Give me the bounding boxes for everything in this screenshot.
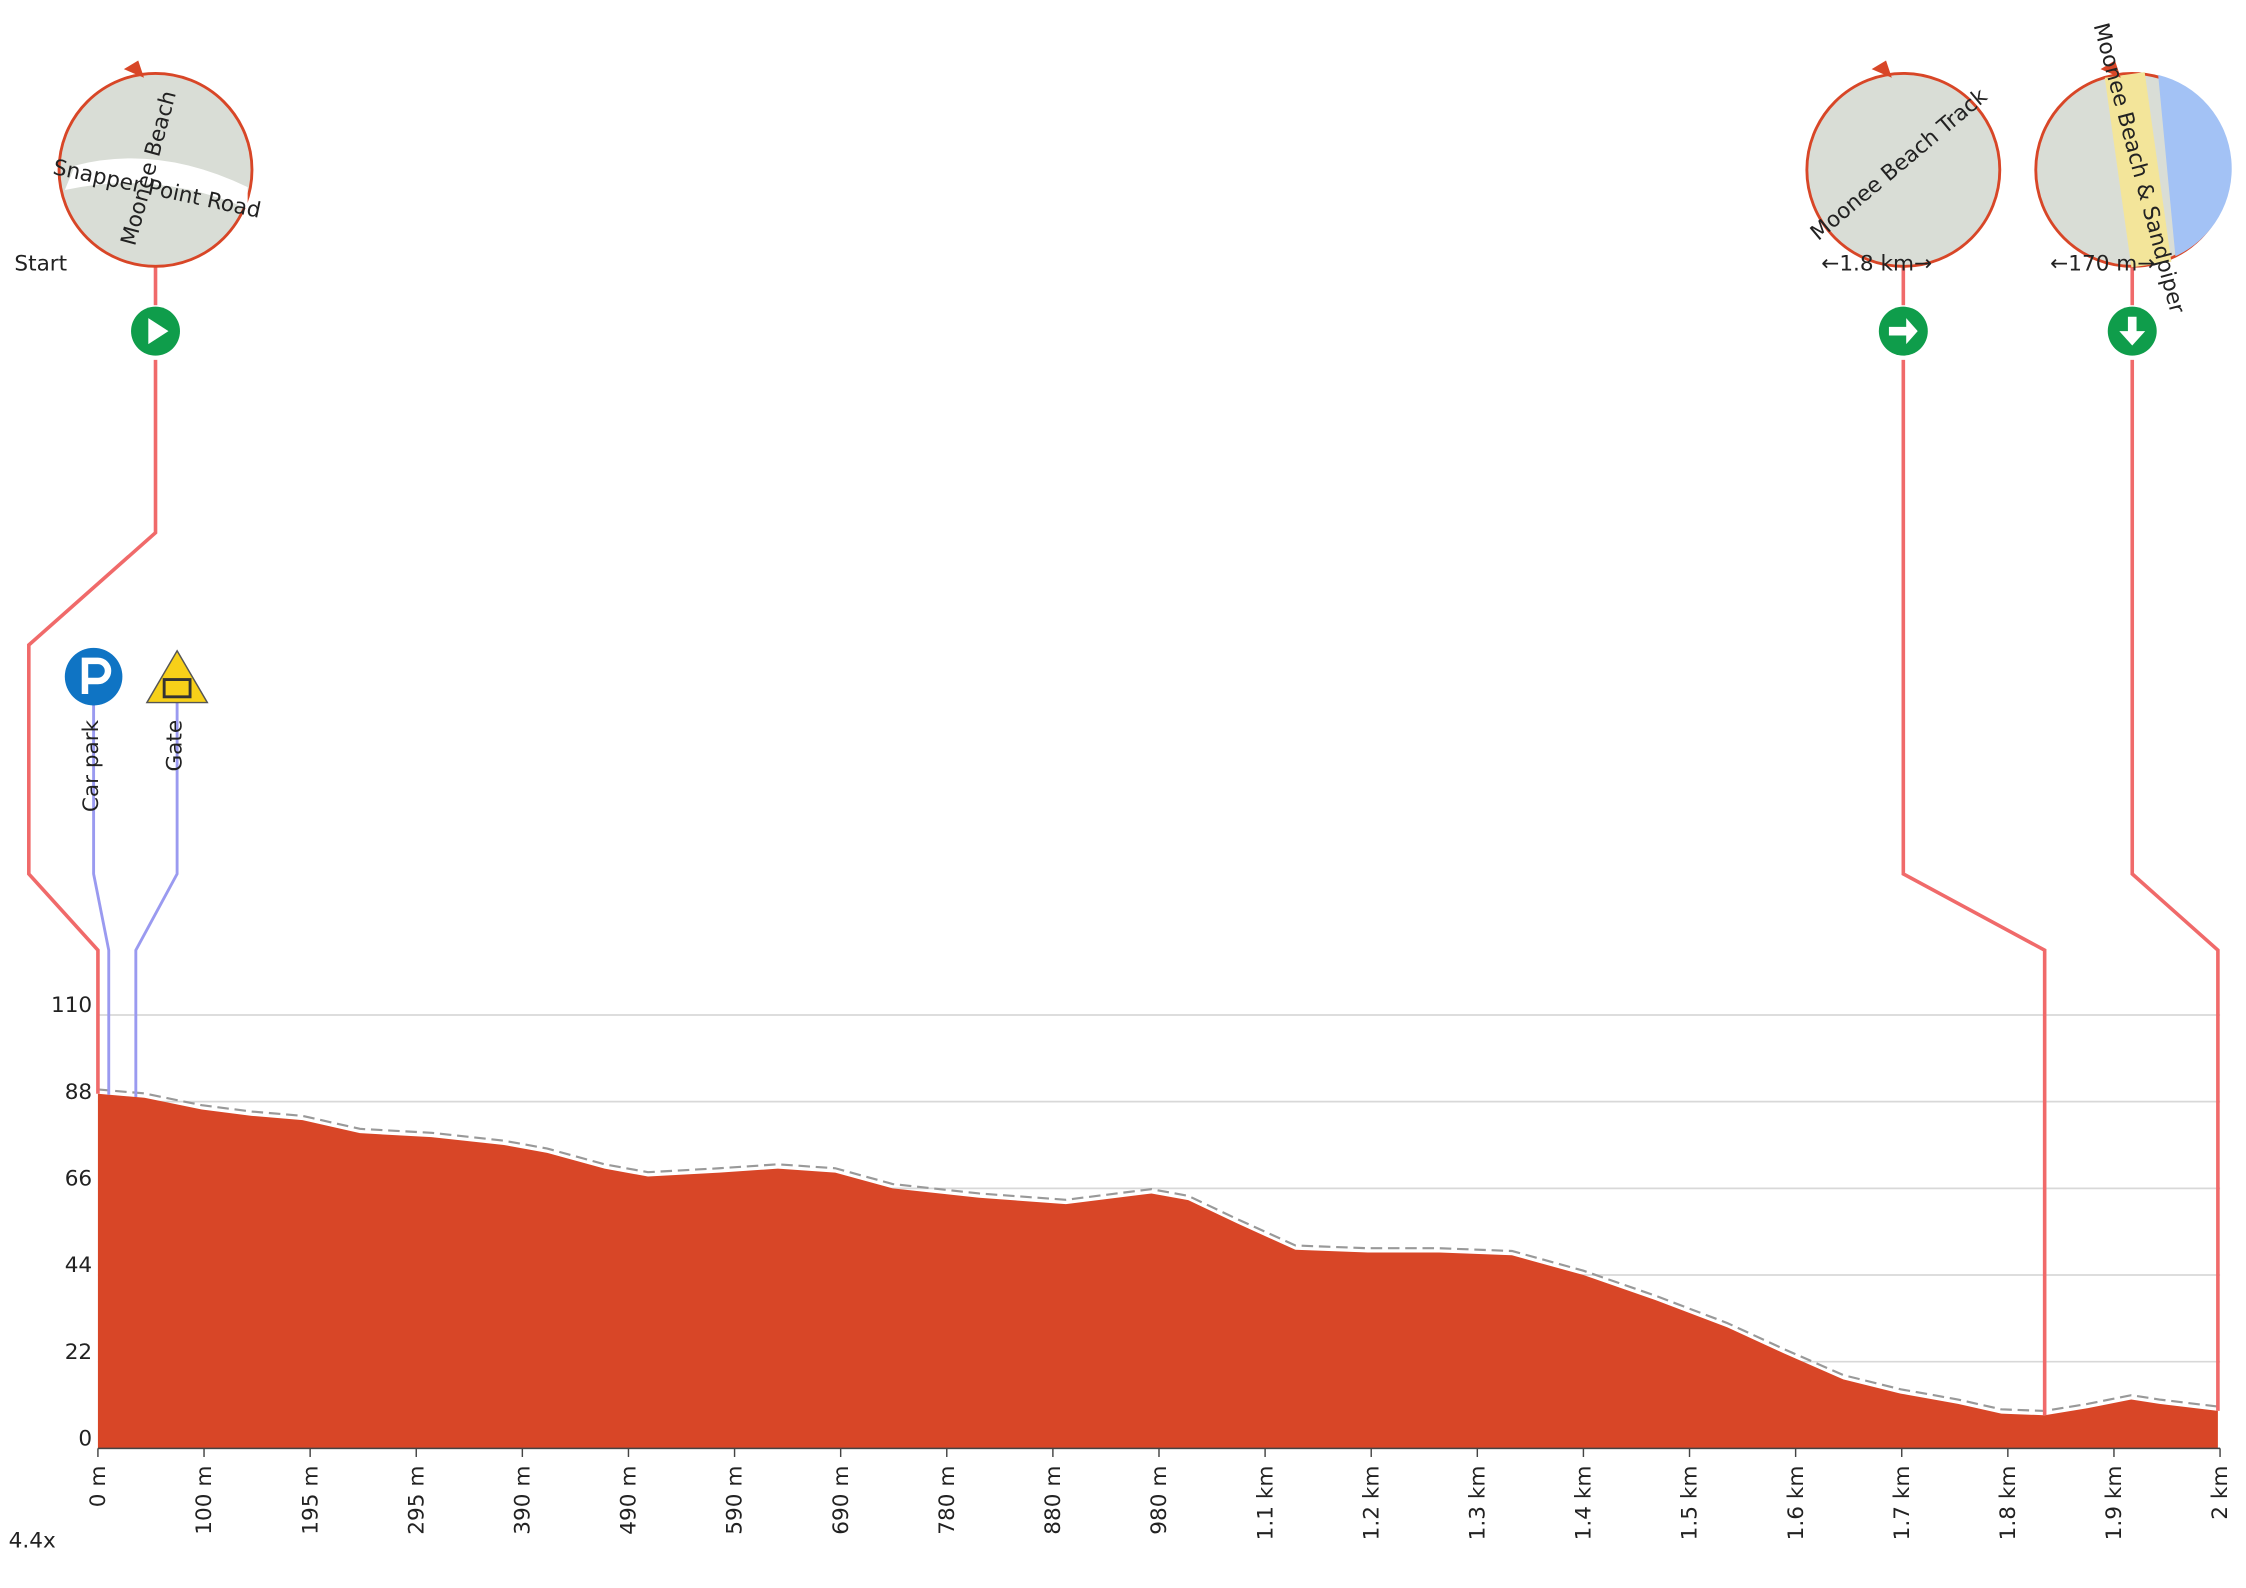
map-road (64, 158, 248, 209)
x-tick-label: 1.8 km (1996, 1466, 2021, 1541)
y-tick-label: 44 (65, 1253, 92, 1278)
poi-glyph (162, 678, 192, 699)
map-sand (2104, 72, 2172, 268)
turn-arrow (1888, 318, 1918, 345)
x-tick-label: 2 km (2208, 1466, 2233, 1520)
poi-label: Car park (79, 719, 104, 812)
x-tick-label: 880 m (1041, 1466, 1066, 1535)
turn-label: ←1.8 km→ (1821, 252, 1932, 277)
x-tick-label: 1.2 km (1359, 1466, 1384, 1541)
map-sea (2158, 74, 2232, 257)
x-tick-label: 780 m (935, 1466, 960, 1535)
y-tick-label: 66 (65, 1166, 92, 1191)
turn-leader (27, 359, 158, 1094)
map-north (123, 60, 144, 78)
x-tick-label: 295 m (404, 1466, 429, 1535)
zoom-label: 4.4x (9, 1529, 56, 1554)
poi-label: Gate (162, 720, 187, 772)
x-tick-label: 1.9 km (2102, 1466, 2127, 1541)
turn-leader (2130, 359, 2220, 1411)
y-tick-label: 0 (78, 1426, 92, 1451)
x-tick-label: 590 m (723, 1466, 748, 1535)
elevation-outline (97, 1088, 2219, 1413)
elevation-area (97, 1093, 2218, 1449)
x-tick-label: 1.4 km (1572, 1466, 1597, 1541)
x-tick-label: 390 m (511, 1466, 536, 1535)
poi-icon (64, 647, 123, 706)
x-tick-label: 1.7 km (1890, 1466, 1915, 1541)
turn-label: ←170 m→ (2050, 252, 2155, 277)
map-bg (1805, 71, 2002, 268)
x-tick-label: 980 m (1147, 1466, 1172, 1535)
poi-icon (145, 649, 209, 704)
y-tick-label: 88 (65, 1080, 92, 1105)
poi-leader (92, 702, 111, 1095)
y-tick-label: 22 (65, 1340, 92, 1365)
x-tick-label: 1.3 km (1466, 1466, 1491, 1541)
turn-leader (1901, 359, 2047, 1416)
x-tick-label: 100 m (192, 1466, 217, 1535)
y-tick-label: 110 (51, 993, 92, 1018)
turn-arrow (148, 318, 169, 345)
x-tick-label: 195 m (298, 1466, 323, 1535)
x-tick-label: 490 m (617, 1466, 642, 1535)
map-north (2100, 60, 2121, 78)
x-tick-label: 1.1 km (1253, 1466, 1278, 1541)
x-tick-label: 1.6 km (1784, 1466, 1809, 1541)
turn-arrow (2119, 316, 2146, 346)
poi-glyph-p (81, 657, 112, 694)
x-tick-label: 0 m (86, 1466, 111, 1508)
turn-label: Start (14, 252, 67, 277)
x-tick-label: 690 m (829, 1466, 854, 1535)
turn-map: Moonee Beach Track (1805, 60, 2002, 268)
x-tick-label: 1.5 km (1678, 1466, 1703, 1541)
map-north (1871, 60, 1892, 78)
poi-leader (134, 702, 179, 1097)
